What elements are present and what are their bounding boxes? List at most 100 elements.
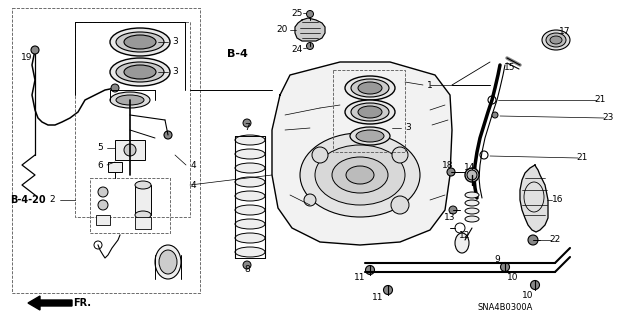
Text: 16: 16 — [552, 196, 564, 204]
Ellipse shape — [465, 208, 479, 214]
Circle shape — [531, 280, 540, 290]
Text: 8: 8 — [244, 265, 250, 275]
Ellipse shape — [351, 79, 389, 97]
Ellipse shape — [235, 219, 265, 229]
Ellipse shape — [235, 205, 265, 215]
Ellipse shape — [135, 211, 151, 219]
Text: 4: 4 — [190, 181, 196, 189]
Circle shape — [528, 235, 538, 245]
Ellipse shape — [350, 127, 390, 145]
Text: 4: 4 — [190, 160, 196, 169]
Circle shape — [243, 261, 251, 269]
Circle shape — [449, 206, 457, 214]
Ellipse shape — [465, 168, 479, 182]
Ellipse shape — [110, 58, 170, 86]
Ellipse shape — [455, 233, 469, 253]
Ellipse shape — [546, 33, 566, 47]
Text: 11: 11 — [372, 293, 384, 302]
Text: 10: 10 — [522, 291, 534, 300]
Bar — [75, 22, 190, 217]
Circle shape — [312, 147, 328, 163]
Circle shape — [500, 263, 509, 271]
Ellipse shape — [550, 36, 562, 44]
Text: 21: 21 — [595, 95, 605, 105]
Ellipse shape — [235, 191, 265, 201]
Text: 19: 19 — [21, 54, 33, 63]
Bar — [135, 217, 151, 229]
Text: B-4: B-4 — [227, 49, 248, 59]
Ellipse shape — [345, 76, 395, 100]
Text: 22: 22 — [549, 235, 561, 244]
Ellipse shape — [465, 200, 479, 206]
Text: SNA4B0300A: SNA4B0300A — [477, 303, 532, 313]
Ellipse shape — [116, 32, 164, 52]
Circle shape — [98, 187, 108, 197]
Text: 10: 10 — [508, 272, 519, 281]
Circle shape — [98, 200, 108, 210]
Ellipse shape — [116, 62, 164, 82]
Bar — [90, 178, 170, 233]
Circle shape — [492, 112, 498, 118]
Circle shape — [164, 131, 172, 139]
Ellipse shape — [235, 247, 265, 257]
Ellipse shape — [358, 82, 382, 94]
Text: 15: 15 — [504, 63, 516, 72]
Text: 9: 9 — [494, 256, 500, 264]
Ellipse shape — [124, 65, 156, 79]
Circle shape — [124, 144, 136, 156]
Circle shape — [447, 168, 455, 176]
Ellipse shape — [465, 216, 479, 222]
Ellipse shape — [465, 192, 479, 198]
Text: 21: 21 — [576, 153, 588, 162]
Circle shape — [31, 46, 39, 54]
Bar — [135, 185, 151, 215]
Text: 1: 1 — [427, 80, 433, 90]
Bar — [96, 215, 110, 225]
Text: 7: 7 — [244, 123, 250, 132]
Text: 6: 6 — [97, 160, 103, 169]
Ellipse shape — [135, 181, 151, 189]
Ellipse shape — [124, 35, 156, 49]
Ellipse shape — [159, 250, 177, 274]
Polygon shape — [28, 296, 72, 310]
Text: 11: 11 — [355, 273, 365, 283]
Text: 2: 2 — [49, 196, 55, 204]
Bar — [115, 140, 145, 160]
Bar — [333, 70, 405, 152]
Ellipse shape — [346, 166, 374, 184]
Circle shape — [304, 194, 316, 206]
Circle shape — [111, 84, 119, 92]
Text: 24: 24 — [291, 46, 303, 55]
Ellipse shape — [235, 135, 265, 145]
Text: 18: 18 — [442, 160, 454, 169]
Circle shape — [392, 147, 408, 163]
Circle shape — [307, 11, 314, 18]
Ellipse shape — [110, 92, 150, 108]
Ellipse shape — [332, 157, 388, 193]
Ellipse shape — [110, 28, 170, 56]
Ellipse shape — [467, 170, 477, 180]
Polygon shape — [272, 62, 452, 245]
Text: 17: 17 — [559, 27, 571, 36]
Text: 13: 13 — [444, 213, 456, 222]
Ellipse shape — [235, 149, 265, 159]
Ellipse shape — [155, 245, 181, 279]
Ellipse shape — [235, 177, 265, 187]
Ellipse shape — [351, 103, 389, 121]
Text: FR.: FR. — [73, 298, 91, 308]
Ellipse shape — [235, 163, 265, 173]
Text: 14: 14 — [464, 162, 476, 172]
Ellipse shape — [235, 233, 265, 243]
Text: 23: 23 — [602, 114, 614, 122]
Ellipse shape — [542, 30, 570, 50]
Ellipse shape — [345, 100, 395, 124]
Text: 20: 20 — [276, 26, 288, 34]
Text: 5: 5 — [97, 144, 103, 152]
Circle shape — [243, 119, 251, 127]
Text: 3: 3 — [405, 123, 411, 132]
Text: 3: 3 — [172, 38, 178, 47]
Polygon shape — [295, 18, 325, 41]
Ellipse shape — [358, 106, 382, 118]
Bar — [12, 8, 200, 293]
Ellipse shape — [116, 95, 144, 105]
